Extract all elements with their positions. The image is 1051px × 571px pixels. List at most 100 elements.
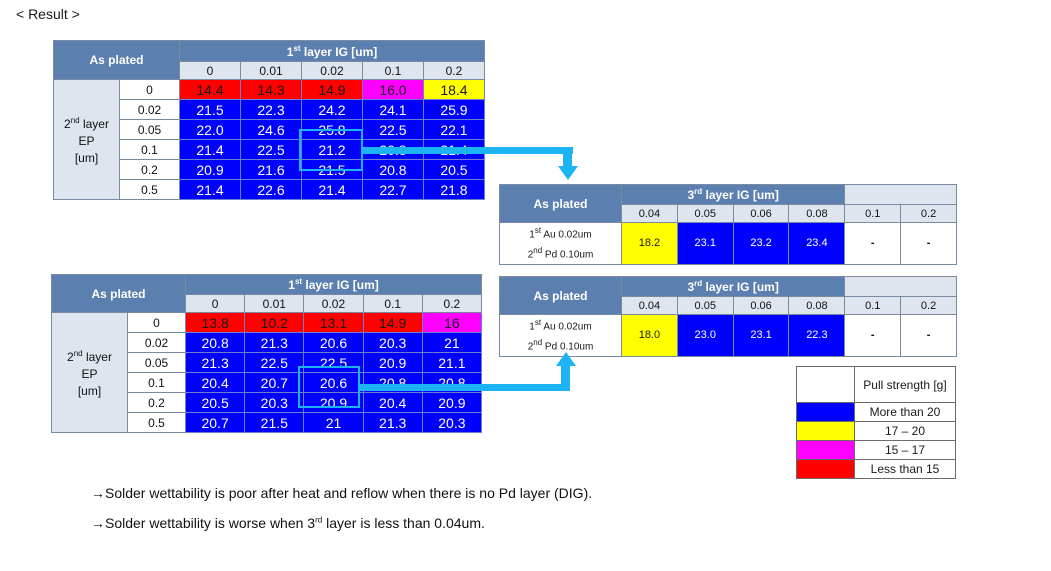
col-header: 0.05	[676, 204, 734, 223]
row-header: 0.1	[126, 372, 187, 393]
data-cell: 22.3	[240, 99, 302, 120]
up-arrow-icon	[556, 352, 576, 366]
data-cell: 21.4	[179, 179, 241, 200]
data-cell: 18.0	[621, 314, 678, 357]
row-group-label: 2nd layer EP [um]	[51, 312, 128, 433]
data-cell: 14.9	[300, 79, 363, 100]
pull-strength-table-2: As plated 1st layer IG [um] 0 0.01 0.02 0.1…	[50, 274, 483, 433]
legend-label: More than 20	[854, 402, 956, 422]
data-cell: 24.1	[361, 99, 424, 120]
data-cell: 20.7	[185, 412, 246, 433]
data-cell: 20.9	[421, 392, 483, 413]
highlight-box-2	[298, 366, 360, 408]
data-cell: 22.0	[179, 119, 241, 140]
data-cell: 10.2	[244, 312, 305, 333]
data-cell: 20.3	[244, 392, 305, 413]
data-cell: 14.3	[240, 79, 302, 100]
data-cell: 20.9	[179, 159, 241, 180]
pull-strength-legend: Pull strength [g] More than 20 17 – 20 15 …	[796, 366, 956, 479]
data-cell: 20.8	[185, 332, 246, 353]
legend-swatch	[796, 459, 855, 479]
col-group-header: 3rd layer IG [um]	[620, 276, 846, 297]
data-cell: 18.2	[621, 222, 678, 265]
col-header: 0.01	[240, 61, 302, 80]
row-header: 0.2	[118, 159, 181, 180]
col-header: 0	[179, 61, 241, 80]
legend-label: 17 – 20	[854, 421, 956, 441]
col-header: 0.06	[732, 296, 790, 315]
col-header: 0	[185, 294, 246, 313]
data-cell: 21.2	[300, 139, 363, 160]
row-header: 0.02	[118, 99, 181, 120]
result-heading: < Result >	[16, 6, 80, 22]
data-cell: 22.5	[244, 352, 305, 373]
data-cell: 20.7	[244, 372, 305, 393]
data-cell: 23.4	[788, 222, 846, 265]
legend-label: Less than 15	[854, 459, 956, 479]
row-header: 0.1	[118, 139, 181, 160]
legend-swatch	[796, 402, 855, 422]
pull-strength-table-1: As plated 1st layer IG [um] 0 0.01 0.02 0.1…	[52, 40, 486, 200]
data-cell: 14.4	[179, 79, 241, 100]
third-layer-table-1: As plated 3rd layer IG [um] 0.04 0.05 0.06…	[499, 184, 957, 265]
connector-pipe-1	[363, 147, 573, 154]
col-header: 0.01	[244, 294, 305, 313]
col-header: 0.06	[732, 204, 790, 223]
data-cell: 23.2	[732, 222, 790, 265]
col-header: 0.08	[788, 204, 846, 223]
down-arrow-icon	[558, 166, 578, 180]
row-label: 1st Au 0.02um 2nd Pd 0.10um	[499, 222, 622, 265]
connector-pipe-1-down	[563, 147, 572, 167]
col-header: 0.2	[900, 204, 957, 223]
connector-pipe-2-up	[561, 364, 570, 391]
data-cell: 20.5	[422, 159, 486, 180]
corner-label: As plated	[50, 274, 187, 313]
data-cell: 22.7	[361, 179, 424, 200]
corner-label: As plated	[499, 184, 622, 223]
col-header: 0.2	[422, 61, 486, 80]
col-header: 0.1	[361, 61, 424, 80]
row-header: 0.02	[126, 332, 187, 353]
data-cell: 22.6	[240, 179, 302, 200]
data-cell: -	[844, 222, 902, 265]
data-cell: 21.3	[244, 332, 305, 353]
row-label: 1st Au 0.02um 2nd Pd 0.10um	[499, 314, 622, 357]
row-header: 0	[118, 79, 181, 100]
data-cell: 22.3	[788, 314, 846, 357]
col-group-header: 3rd layer IG [um]	[620, 184, 846, 205]
data-cell: -	[844, 314, 902, 357]
data-cell: 16.0	[361, 79, 424, 100]
data-cell: 24.6	[240, 119, 302, 140]
row-header: 0.5	[126, 412, 187, 433]
data-cell: 13.1	[303, 312, 364, 333]
data-cell: 23.0	[676, 314, 734, 357]
data-cell: 21	[303, 412, 364, 433]
col-header: 0.1	[362, 294, 423, 313]
data-cell: 20.4	[362, 392, 423, 413]
legend-label: 15 – 17	[854, 440, 956, 460]
data-cell: 20.5	[185, 392, 246, 413]
col-header: 0.1	[844, 204, 902, 223]
data-cell: -	[900, 222, 957, 265]
data-cell: 24.2	[300, 99, 363, 120]
corner-label: As plated	[52, 40, 181, 80]
data-cell: 21.3	[362, 412, 423, 433]
data-cell: 21.4	[300, 179, 363, 200]
legend-swatch	[796, 440, 855, 460]
data-cell: 20.4	[185, 372, 246, 393]
data-cell: 20.6	[303, 332, 364, 353]
col-header: 0.02	[300, 61, 363, 80]
data-cell: 20.3	[362, 332, 423, 353]
col-header: 0.2	[900, 296, 957, 315]
connector-pipe-2	[360, 384, 570, 391]
data-cell: 21	[421, 332, 483, 353]
data-cell: 21.5	[244, 412, 305, 433]
data-cell: 25.9	[422, 99, 486, 120]
col-header: 0.05	[676, 296, 734, 315]
row-header: 0.2	[126, 392, 187, 413]
col-header: 0.08	[788, 296, 846, 315]
data-cell: 21.5	[179, 99, 241, 120]
note-2: →Solder wettability is worse when 3rd la…	[91, 515, 485, 531]
corner-label: As plated	[499, 276, 622, 315]
col-header: 0.04	[621, 296, 678, 315]
